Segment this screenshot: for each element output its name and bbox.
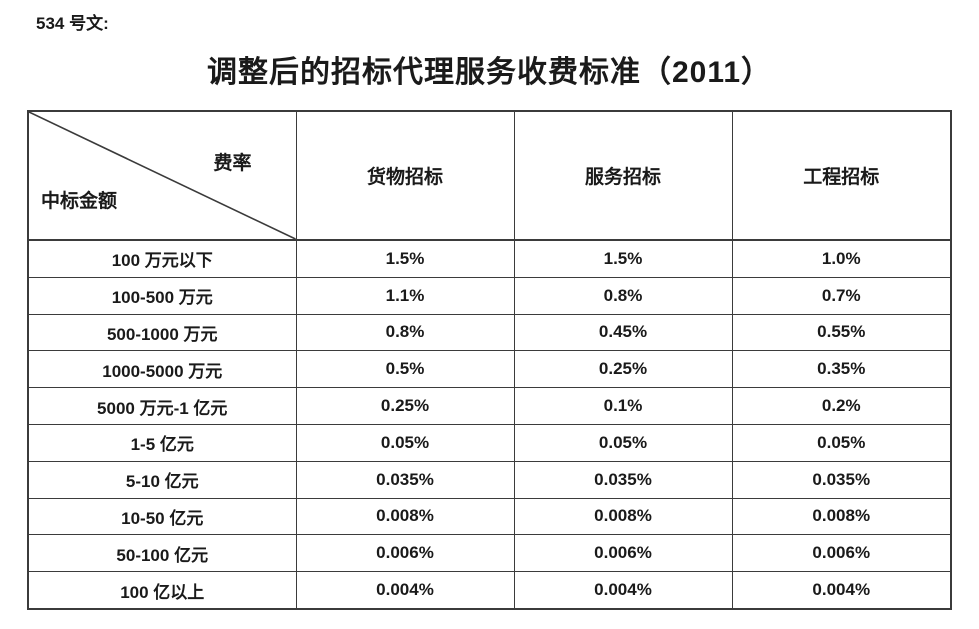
- rate-value-cell: 0.035%: [731, 460, 952, 499]
- rate-value-cell: 0.05%: [295, 423, 515, 462]
- row-label-amount-range: 5000 万元-1 亿元: [27, 387, 297, 425]
- rate-value-cell: 1.5%: [295, 239, 515, 278]
- rate-value-cell: 0.8%: [513, 276, 733, 315]
- table-row: 100-500 万元 1.1% 0.8% 0.7%: [27, 276, 952, 315]
- doc-number-label: 534 号文:: [36, 14, 109, 33]
- header-row: 费率 中标金额 货物招标 服务招标 工程招标: [27, 110, 952, 241]
- table-row: 10-50 亿元 0.008% 0.008% 0.008%: [27, 497, 952, 536]
- rate-value-cell: 0.1%: [513, 387, 733, 425]
- corner-label-bid-amount: 中标金额: [41, 191, 118, 212]
- rate-value-cell: 0.5%: [295, 350, 515, 389]
- rate-value-cell: 0.25%: [513, 350, 733, 389]
- rate-value-cell: 0.008%: [731, 497, 952, 536]
- rate-value-cell: 0.05%: [513, 423, 733, 462]
- row-label-amount-range: 1-5 亿元: [27, 423, 297, 462]
- corner-header-cell: 费率 中标金额: [27, 110, 297, 241]
- rate-value-cell: 0.035%: [513, 460, 733, 499]
- rate-value-cell: 0.7%: [731, 276, 952, 315]
- row-label-amount-range: 50-100 亿元: [27, 534, 297, 573]
- row-label-amount-range: 500-1000 万元: [27, 313, 297, 352]
- rate-value-cell: 0.006%: [731, 534, 952, 573]
- table-row: 1000-5000 万元 0.5% 0.25% 0.35%: [27, 350, 952, 389]
- row-label-amount-range: 10-50 亿元: [27, 497, 297, 536]
- column-header-engineering: 工程招标: [731, 110, 952, 241]
- rate-value-cell: 1.0%: [731, 239, 952, 278]
- rate-value-cell: 0.035%: [295, 460, 515, 499]
- table-row: 500-1000 万元 0.8% 0.45% 0.55%: [27, 313, 952, 352]
- rate-value-cell: 0.004%: [731, 571, 952, 610]
- rate-value-cell: 0.05%: [731, 423, 952, 462]
- table-row: 1-5 亿元 0.05% 0.05% 0.05%: [27, 423, 952, 462]
- rate-value-cell: 0.35%: [731, 350, 952, 389]
- table-body: 100 万元以下 1.5% 1.5% 1.0% 100-500 万元 1.1% 0.8% 0.…: [27, 239, 952, 610]
- row-label-amount-range: 5-10 亿元: [27, 460, 297, 499]
- rate-value-cell: 0.55%: [731, 313, 952, 352]
- rate-value-cell: 0.2%: [731, 387, 952, 425]
- column-header-services: 服务招标: [513, 110, 733, 241]
- rate-value-cell: 0.008%: [295, 497, 515, 536]
- table-row: 100 亿以上 0.004% 0.004% 0.004%: [27, 571, 952, 610]
- rate-value-cell: 0.008%: [513, 497, 733, 536]
- table-row: 100 万元以下 1.5% 1.5% 1.0%: [27, 239, 952, 278]
- row-label-amount-range: 1000-5000 万元: [27, 350, 297, 389]
- rate-value-cell: 0.8%: [295, 313, 515, 352]
- page-title: 调整后的招标代理服务收费标准（2011）: [206, 56, 773, 89]
- fee-standard-table: 费率 中标金额 货物招标 服务招标 工程招标 100 万元以下 1.5% 1.5% 1…: [27, 110, 952, 610]
- rate-value-cell: 0.006%: [295, 534, 515, 573]
- row-label-amount-range: 100 万元以下: [27, 239, 297, 278]
- rate-value-cell: 1.5%: [513, 239, 733, 278]
- diagonal-divider-line: [29, 112, 296, 239]
- column-header-goods: 货物招标: [295, 110, 515, 241]
- table-row: 5-10 亿元 0.035% 0.035% 0.035%: [27, 460, 952, 499]
- rate-value-cell: 1.1%: [295, 276, 515, 315]
- rate-value-cell: 0.004%: [295, 571, 515, 610]
- rate-value-cell: 0.006%: [513, 534, 733, 573]
- table-row: 50-100 亿元 0.006% 0.006% 0.006%: [27, 534, 952, 573]
- corner-label-rate: 费率: [213, 153, 252, 174]
- rate-value-cell: 0.004%: [513, 571, 733, 610]
- rate-value-cell: 0.45%: [513, 313, 733, 352]
- table-row: 5000 万元-1 亿元 0.25% 0.1% 0.2%: [27, 387, 952, 425]
- row-label-amount-range: 100 亿以上: [27, 571, 297, 610]
- row-label-amount-range: 100-500 万元: [27, 276, 297, 315]
- rate-value-cell: 0.25%: [295, 387, 515, 425]
